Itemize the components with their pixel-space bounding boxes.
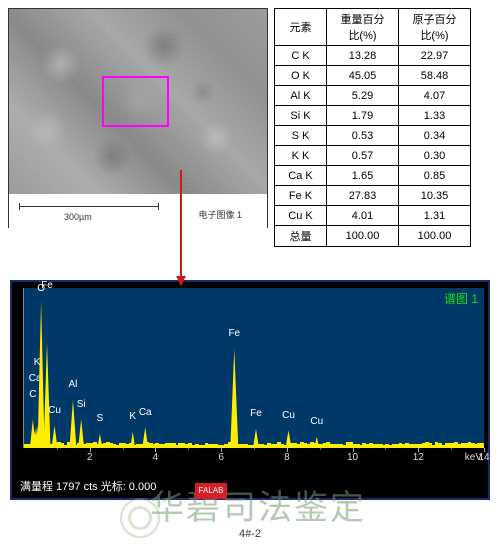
table-cell: 1.79: [327, 106, 399, 126]
table-cell: 总量: [275, 226, 327, 247]
figure-caption: 4#-2: [0, 528, 500, 540]
eds-composition-table: 元素重量百分比(%)原子百分比(%) C K13.2822.97O K45.05…: [274, 8, 471, 247]
spectrum-peak: [142, 427, 148, 448]
table-cell: 4.01: [327, 206, 399, 226]
table-cell: 27.83: [327, 186, 399, 206]
table-cell: 0.85: [399, 166, 471, 186]
spectrum-peak-label: Cu: [48, 405, 61, 416]
scale-bar-label: 300µm: [64, 212, 92, 222]
table-cell: 0.30: [399, 146, 471, 166]
x-tick-label: 14: [478, 452, 489, 463]
table-cell: Al K: [275, 86, 327, 106]
table-cell: Si K: [275, 106, 327, 126]
table-header-cell: 原子百分比(%): [399, 9, 471, 46]
table-cell: C K: [275, 46, 327, 66]
sem-caption: 电子图像 1: [198, 208, 242, 221]
spectrum-peak: [69, 400, 76, 448]
eds-spectrum-panel: 谱图 1 CCaKOFeCuAlSiSKCaFeFeCuCu keV 24681…: [10, 280, 490, 500]
spectrum-peak-label: Cu: [310, 416, 323, 427]
spectrum-plot-area: 谱图 1 CCaKOFeCuAlSiSKCaFeFeCuCu: [24, 288, 484, 448]
table-cell: 100.00: [399, 226, 471, 247]
table-row: S K0.530.34: [275, 126, 471, 146]
table-cell: 22.97: [399, 46, 471, 66]
table-header-cell: 元素: [275, 9, 327, 46]
table-cell: 1.33: [399, 106, 471, 126]
table-cell: K K: [275, 146, 327, 166]
spectrum-title: 谱图 1: [444, 290, 478, 307]
table-cell: 45.05: [327, 66, 399, 86]
spectrum-peak-label: C: [29, 389, 36, 400]
scale-bar: [19, 206, 159, 207]
x-tick-label: 12: [413, 452, 424, 463]
table-cell: Ca K: [275, 166, 327, 186]
spectrum-peak-label: Ca: [139, 407, 152, 418]
spectrum-peak-label: Al: [69, 379, 78, 390]
spectrum-peak-label: Fe: [250, 408, 262, 419]
spectrum-peak: [44, 342, 51, 448]
table-row: O K45.0558.48: [275, 66, 471, 86]
spectrum-peak-label: Fe: [41, 280, 53, 291]
spectrum-peak: [52, 426, 58, 448]
x-tick-label: 8: [284, 452, 290, 463]
spectrum-peak: [286, 430, 292, 448]
table-cell: S K: [275, 126, 327, 146]
table-cell: Fe K: [275, 186, 327, 206]
table-cell: 10.35: [399, 186, 471, 206]
table-cell: 0.34: [399, 126, 471, 146]
table-cell: Cu K: [275, 206, 327, 226]
callout-arrow: [180, 170, 182, 285]
table-cell: 0.57: [327, 146, 399, 166]
table-row: 总量100.00100.00: [275, 226, 471, 247]
table-row: K K0.570.30: [275, 146, 471, 166]
spectrum-peak-label: K: [129, 411, 136, 422]
watermark-circle-inner: [128, 506, 152, 530]
table-cell: 1.31: [399, 206, 471, 226]
sem-selection-box: [102, 76, 169, 128]
scale-bar-area: 300µm 电子图像 1: [9, 194, 267, 229]
spectrum-peak: [230, 349, 238, 448]
spectrum-x-axis: keV 2468101214: [24, 448, 484, 478]
table-row: Si K1.791.33: [275, 106, 471, 126]
table-row: Cu K4.011.31: [275, 206, 471, 226]
x-tick-label: 10: [347, 452, 358, 463]
spectrum-peak: [130, 432, 135, 448]
table-cell: 58.48: [399, 66, 471, 86]
table-cell: O K: [275, 66, 327, 86]
spectrum-peak-label: Cu: [282, 410, 295, 421]
watermark-text: 华碧司法鉴定: [150, 480, 366, 529]
table-cell: 4.07: [399, 86, 471, 106]
spectrum-peak-label: S: [97, 413, 104, 424]
table-header-cell: 重量百分比(%): [327, 9, 399, 46]
spectrum-peak: [78, 419, 84, 448]
x-tick-label: 2: [87, 452, 93, 463]
x-tick-label: 4: [153, 452, 159, 463]
watermark-badge: FALAB: [195, 483, 227, 499]
table-cell: 1.65: [327, 166, 399, 186]
spectrum-peak: [253, 429, 259, 448]
table-cell: 100.00: [327, 226, 399, 247]
table-row: Al K5.294.07: [275, 86, 471, 106]
table-row: C K13.2822.97: [275, 46, 471, 66]
sem-micrograph-panel: 300µm 电子图像 1: [8, 8, 268, 228]
spectrum-peak-label: Si: [77, 399, 86, 410]
spectrum-peak-label: K: [34, 357, 41, 368]
micrograph-image: [9, 9, 267, 194]
x-tick-label: 6: [218, 452, 224, 463]
table-row: Ca K1.650.85: [275, 166, 471, 186]
table-row: Fe K27.8310.35: [275, 186, 471, 206]
table-cell: 0.53: [327, 126, 399, 146]
table-cell: 5.29: [327, 86, 399, 106]
spectrum-peak: [97, 434, 102, 448]
spectrum-footer: 满量程 1797 cts 光标: 0.000: [20, 478, 156, 494]
table-cell: 13.28: [327, 46, 399, 66]
spectrum-peak-label: Fe: [228, 328, 240, 339]
